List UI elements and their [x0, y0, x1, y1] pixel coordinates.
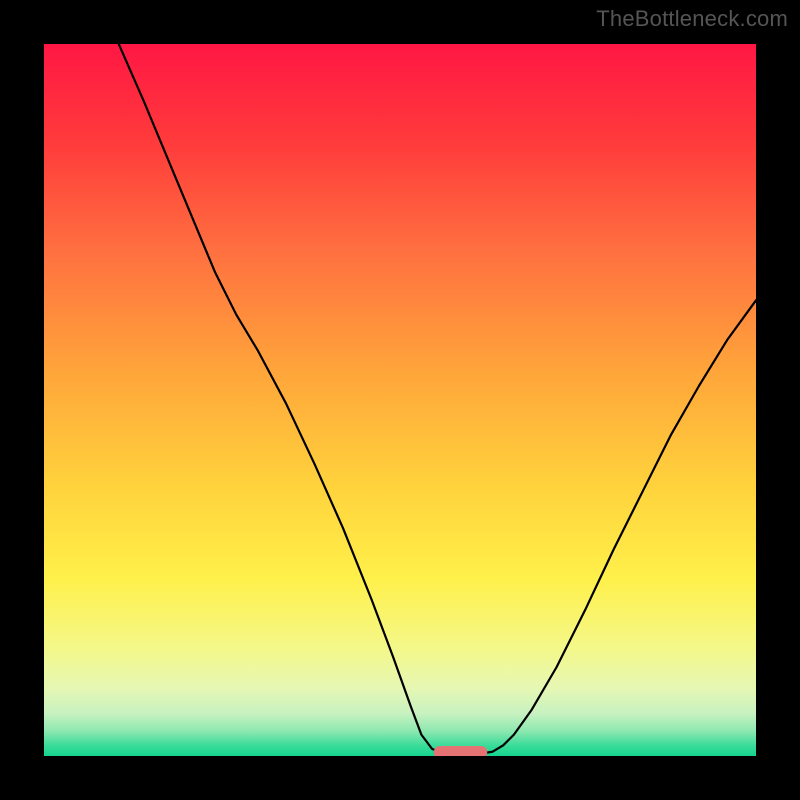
optimal-range-marker	[434, 746, 487, 756]
gradient-background	[44, 44, 756, 756]
chart-frame: TheBottleneck.com	[0, 0, 800, 800]
plot-area	[44, 44, 756, 756]
gradient-chart-svg	[44, 44, 756, 756]
watermark-text: TheBottleneck.com	[596, 6, 788, 32]
